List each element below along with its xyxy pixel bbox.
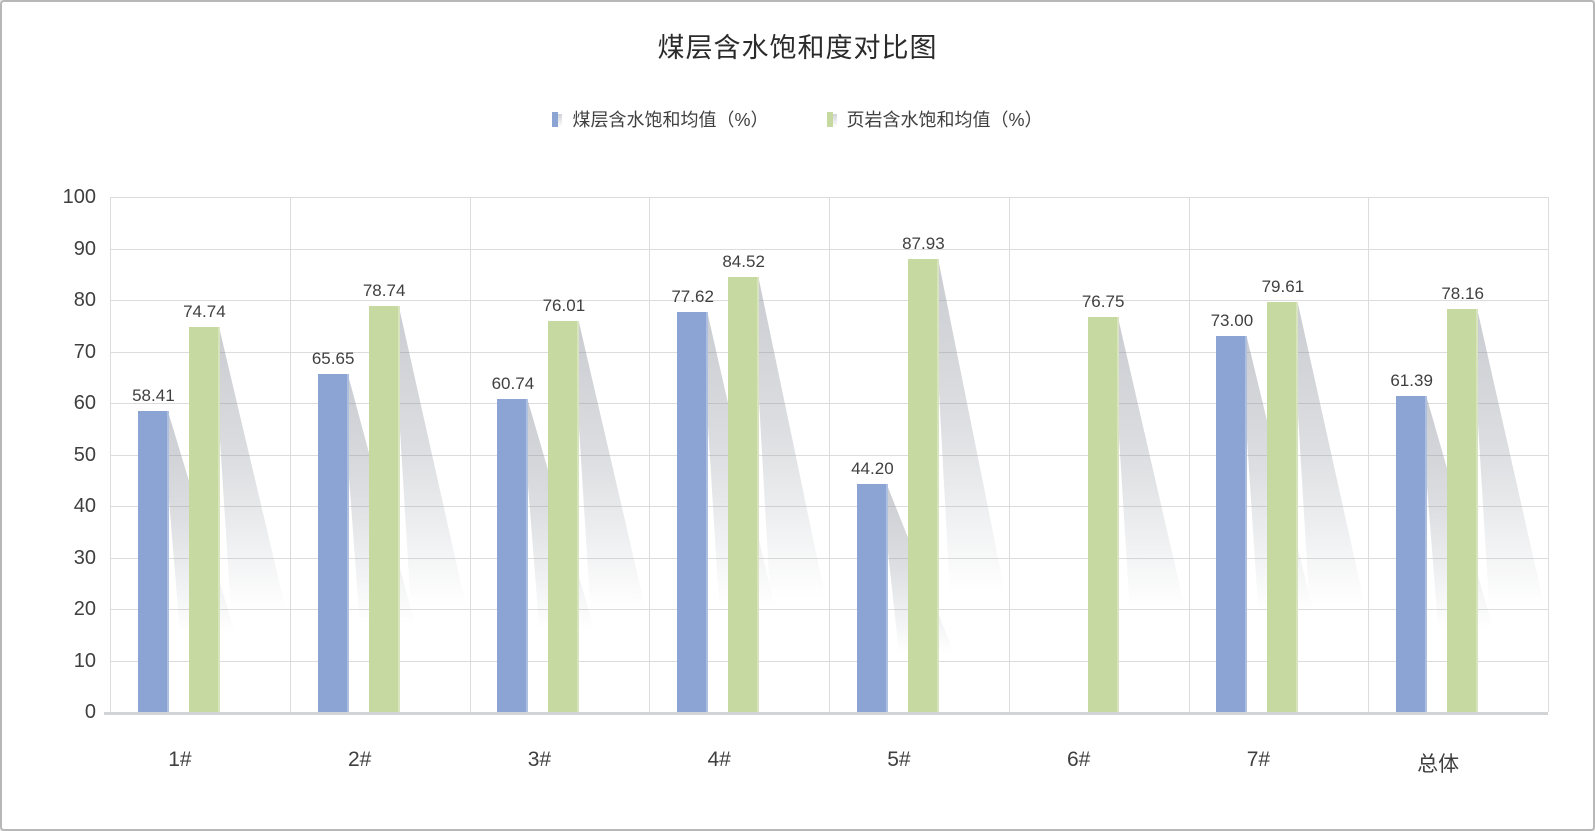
y-axis-tick-label: 0 (84, 701, 96, 723)
legend-marker-shadow (832, 114, 837, 127)
x-axis-category-label: 1# (168, 748, 192, 771)
legend-marker-shadow (558, 114, 563, 127)
gridline-vertical (110, 197, 111, 712)
bar-shale-series (1447, 309, 1479, 712)
x-axis-category-label: 2# (347, 748, 372, 771)
x-axis-category-label: 4# (707, 748, 731, 771)
bar-shale-series (188, 327, 220, 712)
bar-coal-series (317, 373, 349, 712)
bar-perspective-shadow (1111, 318, 1186, 628)
bar-value-label: 74.74 (183, 302, 226, 322)
bar-value-label: 79.61 (1261, 277, 1305, 296)
bar-coal-series (677, 312, 709, 712)
y-axis-tick-label: 80 (73, 289, 96, 311)
gridline-vertical (1368, 197, 1370, 712)
bar-coal-series (1396, 395, 1428, 712)
bar-value-label: 76.75 (1081, 291, 1125, 311)
legend-label-coal-series: 煤层含水饱和均值（%） (572, 110, 769, 130)
bar-coal-series (137, 411, 169, 712)
bar-perspective-shadow (931, 261, 1006, 615)
bar-value-label: 78.16 (1441, 284, 1484, 304)
bar-value-label: 58.41 (132, 386, 175, 406)
y-axis-tick-label: 50 (73, 443, 96, 466)
bar-coal-series (497, 399, 529, 712)
y-axis-tick-label: 60 (73, 392, 96, 414)
gridline-vertical (469, 197, 471, 712)
bar-value-label: 84.52 (722, 251, 765, 271)
bar-value-label: 77.62 (671, 287, 714, 307)
x-axis-category-label: 5# (887, 748, 911, 771)
bar-shale-series (368, 306, 400, 712)
plot-area: 0 10 20 30 40 50 60 70 80 90 100 1# 58.41 74.74 2# 65.6… (63, 186, 1549, 776)
x-axis-category-label: 3# (527, 748, 552, 771)
bar-value-label: 73.00 (1210, 311, 1254, 331)
y-axis-tick-label: 90 (73, 237, 96, 260)
bar-value-label: 44.20 (851, 459, 894, 479)
bar-value-label: 60.74 (491, 374, 535, 394)
legend: 煤层含水饱和均值（%） 页岩含水饱和均值（%） (2, 106, 1593, 132)
y-axis-tick-label: 10 (73, 649, 96, 672)
gridline-vertical (1188, 197, 1190, 712)
legend-item-coal-series: 煤层含水饱和均值（%） (552, 106, 769, 132)
legend-item-shale-series: 页岩含水饱和均值（%） (826, 106, 1043, 132)
legend-marker-bar-icon (826, 111, 837, 127)
gridline-vertical (1548, 197, 1549, 712)
bar-shale-series (548, 320, 580, 712)
bar-shale-series (1087, 316, 1119, 712)
bar-value-label: 87.93 (902, 234, 945, 254)
bar-shale-series (1267, 302, 1299, 712)
bar-value-label: 61.39 (1390, 370, 1433, 390)
x-axis-category-label: 7# (1246, 748, 1271, 771)
bar-value-label: 78.74 (362, 281, 406, 301)
gridline-vertical (649, 197, 651, 712)
legend-label-shale-series: 页岩含水饱和均值（%） (846, 110, 1043, 130)
y-axis-tick-label: 40 (73, 495, 96, 517)
bar-value-label: 76.01 (542, 295, 586, 315)
y-axis-tick-label: 100 (62, 186, 96, 208)
gridline-vertical (829, 197, 830, 712)
x-axis-line (104, 712, 1548, 715)
y-axis-tick-label: 30 (73, 546, 96, 569)
x-axis-category-label: 总体 (1417, 753, 1460, 776)
legend-marker-coal-color (552, 112, 559, 127)
y-axis-tick-label: 70 (73, 340, 96, 363)
gridline-vertical (289, 197, 291, 712)
bar-perspective-shadow (572, 322, 647, 628)
gridline-vertical (1008, 197, 1010, 712)
bar-perspective-shadow (392, 308, 467, 625)
bar-shale-series (728, 276, 760, 712)
bar-value-label: 65.65 (311, 348, 355, 368)
bar-perspective-shadow (1471, 311, 1546, 626)
bar-coal-series (1216, 336, 1248, 712)
legend-marker-bar-icon (552, 111, 563, 127)
bar-shale-series (907, 259, 939, 712)
bar-coal-series (856, 484, 888, 712)
x-axis-category-label: 6# (1066, 748, 1091, 771)
y-axis-tick-label: 20 (73, 598, 96, 620)
chart-title: 煤层含水饱和度对比图 (657, 33, 938, 63)
bar-perspective-shadow (212, 329, 287, 630)
legend-marker-shale-color (826, 112, 833, 127)
